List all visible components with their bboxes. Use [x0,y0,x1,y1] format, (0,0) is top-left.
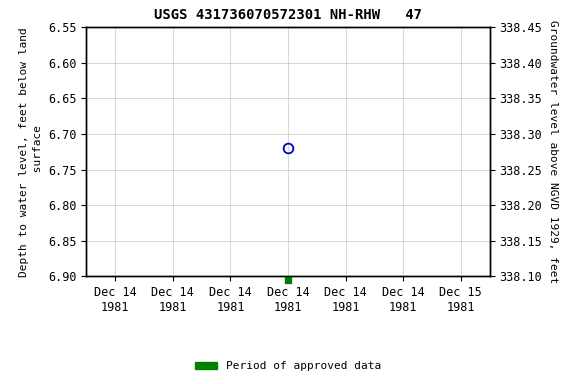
Y-axis label: Depth to water level, feet below land
 surface: Depth to water level, feet below land su… [18,27,43,276]
Legend: Period of approved data: Period of approved data [191,357,385,376]
Title: USGS 431736070572301 NH-RHW   47: USGS 431736070572301 NH-RHW 47 [154,8,422,22]
Y-axis label: Groundwater level above NGVD 1929, feet: Groundwater level above NGVD 1929, feet [548,20,558,283]
